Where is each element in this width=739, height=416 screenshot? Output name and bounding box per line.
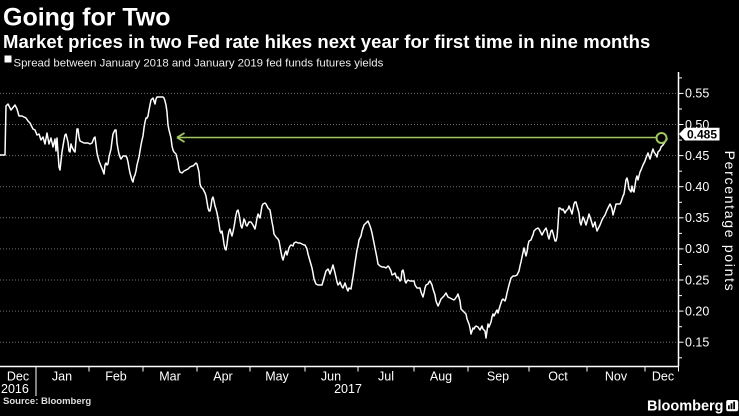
svg-text:Jan: Jan [52, 370, 72, 384]
svg-text:0.35: 0.35 [685, 211, 709, 225]
svg-text:0.40: 0.40 [685, 180, 709, 194]
svg-text:2017: 2017 [334, 382, 362, 396]
svg-text:0.15: 0.15 [685, 336, 709, 350]
svg-text:Jun: Jun [321, 370, 341, 384]
svg-text:Jul: Jul [378, 370, 394, 384]
svg-text:Bloomberg: Bloomberg [647, 399, 724, 415]
svg-text:Percentage points: Percentage points [722, 151, 738, 293]
svg-text:May: May [265, 370, 289, 384]
svg-text:0.25: 0.25 [685, 273, 709, 287]
svg-text:0.45: 0.45 [685, 149, 709, 163]
svg-text:2016: 2016 [1, 382, 29, 396]
svg-text:Feb: Feb [105, 370, 127, 384]
svg-text:0.485: 0.485 [687, 128, 717, 142]
svg-text:0.55: 0.55 [685, 87, 709, 101]
svg-text:Apr: Apr [213, 370, 232, 384]
svg-text:Mar: Mar [159, 370, 181, 384]
svg-text:Going for Two: Going for Two [3, 4, 171, 32]
svg-text:Oct: Oct [548, 370, 568, 384]
svg-text:Source: Bloomberg: Source: Bloomberg [3, 396, 91, 407]
svg-text:Sep: Sep [487, 370, 509, 384]
svg-text:Nov: Nov [605, 370, 628, 384]
svg-text:Aug: Aug [430, 370, 452, 384]
svg-text:0.20: 0.20 [685, 304, 709, 318]
svg-text:Dec: Dec [652, 370, 674, 384]
svg-text:Spread between January 2018 an: Spread between January 2018 and January … [14, 58, 384, 70]
svg-text:Market prices in two Fed rate: Market prices in two Fed rate hikes next… [3, 31, 650, 52]
svg-text:Dec: Dec [7, 370, 29, 384]
svg-text:0.30: 0.30 [685, 242, 709, 256]
